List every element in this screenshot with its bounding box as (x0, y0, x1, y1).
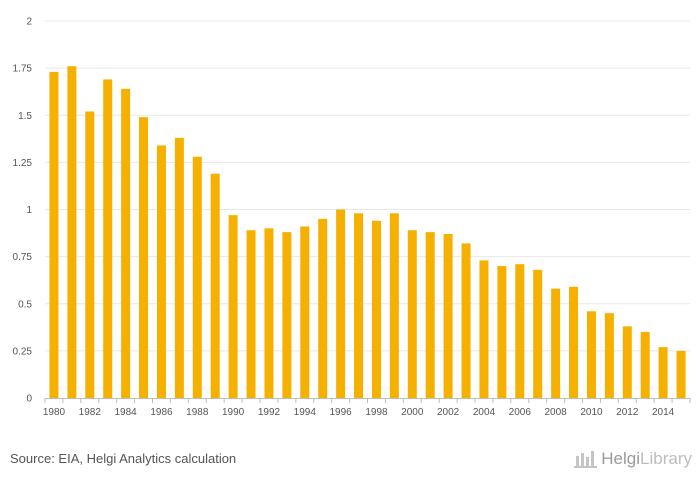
x-tick-label: 2000 (401, 407, 424, 418)
bar-2013[interactable] (640, 332, 650, 398)
bar-2011[interactable] (604, 313, 614, 398)
bar-2007[interactable] (533, 269, 543, 398)
bar-1988[interactable] (192, 156, 202, 398)
bar-2009[interactable] (569, 286, 579, 398)
x-tick-label: 2004 (473, 407, 496, 418)
bar-2015[interactable] (676, 350, 686, 398)
bar-2000[interactable] (407, 230, 417, 398)
bar-2010[interactable] (586, 311, 596, 398)
bar-1993[interactable] (282, 232, 292, 398)
bar-1986[interactable] (156, 145, 166, 398)
bar-1998[interactable] (371, 220, 381, 398)
bar-1996[interactable] (336, 209, 346, 399)
bar-2014[interactable] (658, 347, 668, 398)
bar-1991[interactable] (246, 230, 256, 398)
x-tick-label: 2002 (437, 407, 460, 418)
x-tick-label: 2008 (545, 407, 568, 418)
bar-1982[interactable] (85, 111, 95, 398)
y-tick-label: 0.5 (18, 299, 32, 310)
brand-name-first: Helgi (601, 449, 641, 468)
footer: Source: EIA, Helgi Analytics calculation… (0, 448, 700, 483)
gridlines (45, 20, 690, 352)
y-tick-label: 0.25 (13, 346, 33, 357)
source-note: Source: EIA, Helgi Analytics calculation (10, 451, 237, 466)
bar-2012[interactable] (622, 326, 632, 398)
x-tick-label: 1982 (79, 407, 102, 418)
x-tick-label: 1994 (294, 407, 317, 418)
bar-1994[interactable] (300, 226, 310, 398)
bar-2002[interactable] (443, 234, 453, 398)
y-tick-label: 1.25 (13, 158, 33, 169)
library-icon (574, 451, 598, 468)
y-tick-label: 1 (26, 205, 32, 216)
x-tick-label: 1980 (43, 407, 66, 418)
brand-logo[interactable]: Helgi Library (574, 448, 692, 470)
y-tick-label: 1.5 (18, 111, 32, 122)
y-tick-label: 1.75 (13, 64, 33, 75)
bar-1995[interactable] (318, 218, 328, 398)
y-tick-label: 0.75 (13, 252, 33, 263)
bar-2005[interactable] (497, 266, 507, 398)
x-tick-label: 1984 (115, 407, 138, 418)
brand-name-second: Library (640, 449, 692, 468)
bar-1992[interactable] (264, 228, 274, 398)
bar-1997[interactable] (354, 213, 364, 398)
bar-1987[interactable] (174, 137, 184, 398)
x-tick-label: 2010 (580, 407, 603, 418)
bar-1980[interactable] (49, 71, 59, 399)
x-tick-label: 2012 (616, 407, 639, 418)
x-tick-label: 1998 (365, 407, 388, 418)
x-tick-label: 1996 (330, 407, 353, 418)
bar-2004[interactable] (479, 260, 489, 398)
bar-1990[interactable] (228, 215, 238, 398)
bar-2008[interactable] (551, 288, 561, 398)
y-tick-label: 2 (26, 17, 32, 28)
x-tick-label: 1988 (186, 407, 209, 418)
x-tick-label: 2006 (509, 407, 532, 418)
bar-1999[interactable] (389, 213, 399, 398)
x-axis-ticks (44, 398, 691, 403)
bar-1984[interactable] (121, 88, 131, 399)
bar-2003[interactable] (461, 243, 471, 398)
x-tick-label: 1990 (222, 407, 245, 418)
x-tick-label: 2014 (652, 407, 675, 418)
bar-1983[interactable] (103, 79, 113, 398)
x-tick-label: 1992 (258, 407, 281, 418)
bar-1981[interactable] (67, 66, 77, 399)
y-axis-labels: 0 0.25 0.5 0.75 1 1.25 1.5 1.75 2 (13, 17, 33, 405)
y-tick-label: 0 (26, 394, 32, 405)
bar-2006[interactable] (515, 264, 525, 398)
x-tick-label: 1986 (150, 407, 173, 418)
bars (49, 66, 686, 399)
bar-2001[interactable] (425, 232, 435, 398)
bar-1989[interactable] (210, 173, 220, 398)
bar-1985[interactable] (139, 117, 149, 398)
x-axis-labels: 1980 1982 1984 1986 1988 1990 1992 1994 1996 1998… (43, 407, 675, 418)
